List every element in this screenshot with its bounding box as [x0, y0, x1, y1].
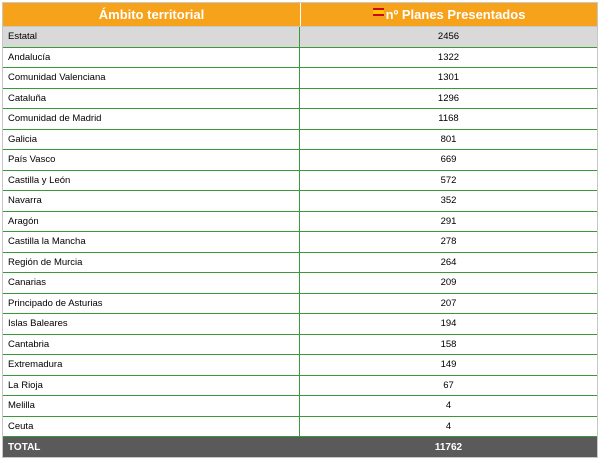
table-row: Cataluña 1296	[3, 88, 597, 109]
region-cell: Castilla y León	[3, 170, 300, 190]
table-header: Ámbito territorial nº Planes Presentados	[3, 3, 597, 27]
table-row: Cantabria 158	[3, 334, 597, 355]
total-label: TOTAL	[8, 441, 41, 453]
region-cell: La Rioja	[3, 375, 300, 395]
value-cell: 149	[440, 359, 457, 371]
region-cell: Canarias	[3, 273, 300, 293]
value-cell: 194	[440, 318, 457, 330]
region-cell: Aragón	[3, 211, 300, 231]
region-cell: Galicia	[3, 129, 300, 149]
value-cell: 2456	[437, 31, 460, 43]
value-cell: 352	[440, 195, 457, 207]
table-row: Principado de Asturias 207	[3, 293, 597, 314]
table-row: Estatal 2456	[3, 27, 597, 48]
total-value: 11762	[434, 441, 463, 453]
value-cell: 207	[440, 297, 457, 309]
region-cell: Navarra	[3, 191, 300, 211]
header-planes-label: nº Planes Presentados	[385, 7, 526, 22]
table-row: Comunidad de Madrid 1168	[3, 109, 597, 130]
region-cell: Islas Baleares	[3, 314, 300, 334]
value-cell: 4	[445, 420, 452, 432]
region-cell: Ceuta	[3, 416, 300, 436]
region-cell: Extremadura	[3, 355, 300, 375]
table-row: Castilla y León 572	[3, 170, 597, 191]
value-cell: 1168	[438, 113, 459, 125]
value-cell: 291	[440, 215, 457, 227]
value-cell: 1296	[437, 92, 460, 104]
value-cell: 67	[443, 379, 454, 391]
total-row: TOTAL 11762	[3, 437, 597, 457]
table-row: Comunidad Valenciana 1301	[3, 68, 597, 89]
region-cell: Región de Murcia	[3, 252, 300, 272]
region-cell: Comunidad Valenciana	[3, 68, 300, 88]
table-row: Navarra 352	[3, 191, 597, 212]
table-row: Galicia 801	[3, 129, 597, 150]
region-cell: Comunidad de Madrid	[3, 109, 300, 129]
value-cell: 158	[440, 338, 457, 350]
table-row: Región de Murcia 264	[3, 252, 597, 273]
region-cell: País Vasco	[3, 150, 300, 170]
table-row: Ceuta 4	[3, 416, 597, 437]
region-cell: Cantabria	[3, 334, 300, 354]
value-cell: 572	[440, 174, 457, 186]
value-cell: 1322	[437, 51, 460, 63]
region-cell: Melilla	[3, 396, 300, 416]
header-planes-presentados: nº Planes Presentados	[301, 3, 597, 26]
region-cell: Cataluña	[3, 88, 300, 108]
table-body: Estatal 2456 Andalucía 1322 Comunidad Valenc…	[3, 27, 597, 437]
table-row: País Vasco 669	[3, 150, 597, 171]
value-cell: 669	[440, 154, 457, 166]
region-cell: Castilla la Mancha	[3, 232, 300, 252]
region-cell: Estatal	[3, 27, 300, 47]
spain-flag-icon	[372, 7, 384, 16]
value-cell: 1301	[437, 72, 460, 84]
value-cell: 278	[440, 236, 457, 248]
value-cell: 801	[440, 133, 457, 145]
table-row: Islas Baleares 194	[3, 314, 597, 335]
table-row: Aragón 291	[3, 211, 597, 232]
value-cell: 264	[440, 256, 457, 268]
table-row: Andalucía 1322	[3, 47, 597, 68]
table-row: La Rioja 67	[3, 375, 597, 396]
region-cell: Principado de Asturias	[3, 293, 300, 313]
region-cell: Andalucía	[3, 47, 300, 67]
value-cell: 4	[445, 400, 452, 412]
table-row: Canarias 209	[3, 273, 597, 294]
table-row: Melilla 4	[3, 396, 597, 417]
value-cell: 209	[440, 277, 457, 289]
table-row: Extremadura 149	[3, 355, 597, 376]
header-ambito-territorial: Ámbito territorial	[3, 3, 301, 26]
table-row: Castilla la Mancha 278	[3, 232, 597, 253]
